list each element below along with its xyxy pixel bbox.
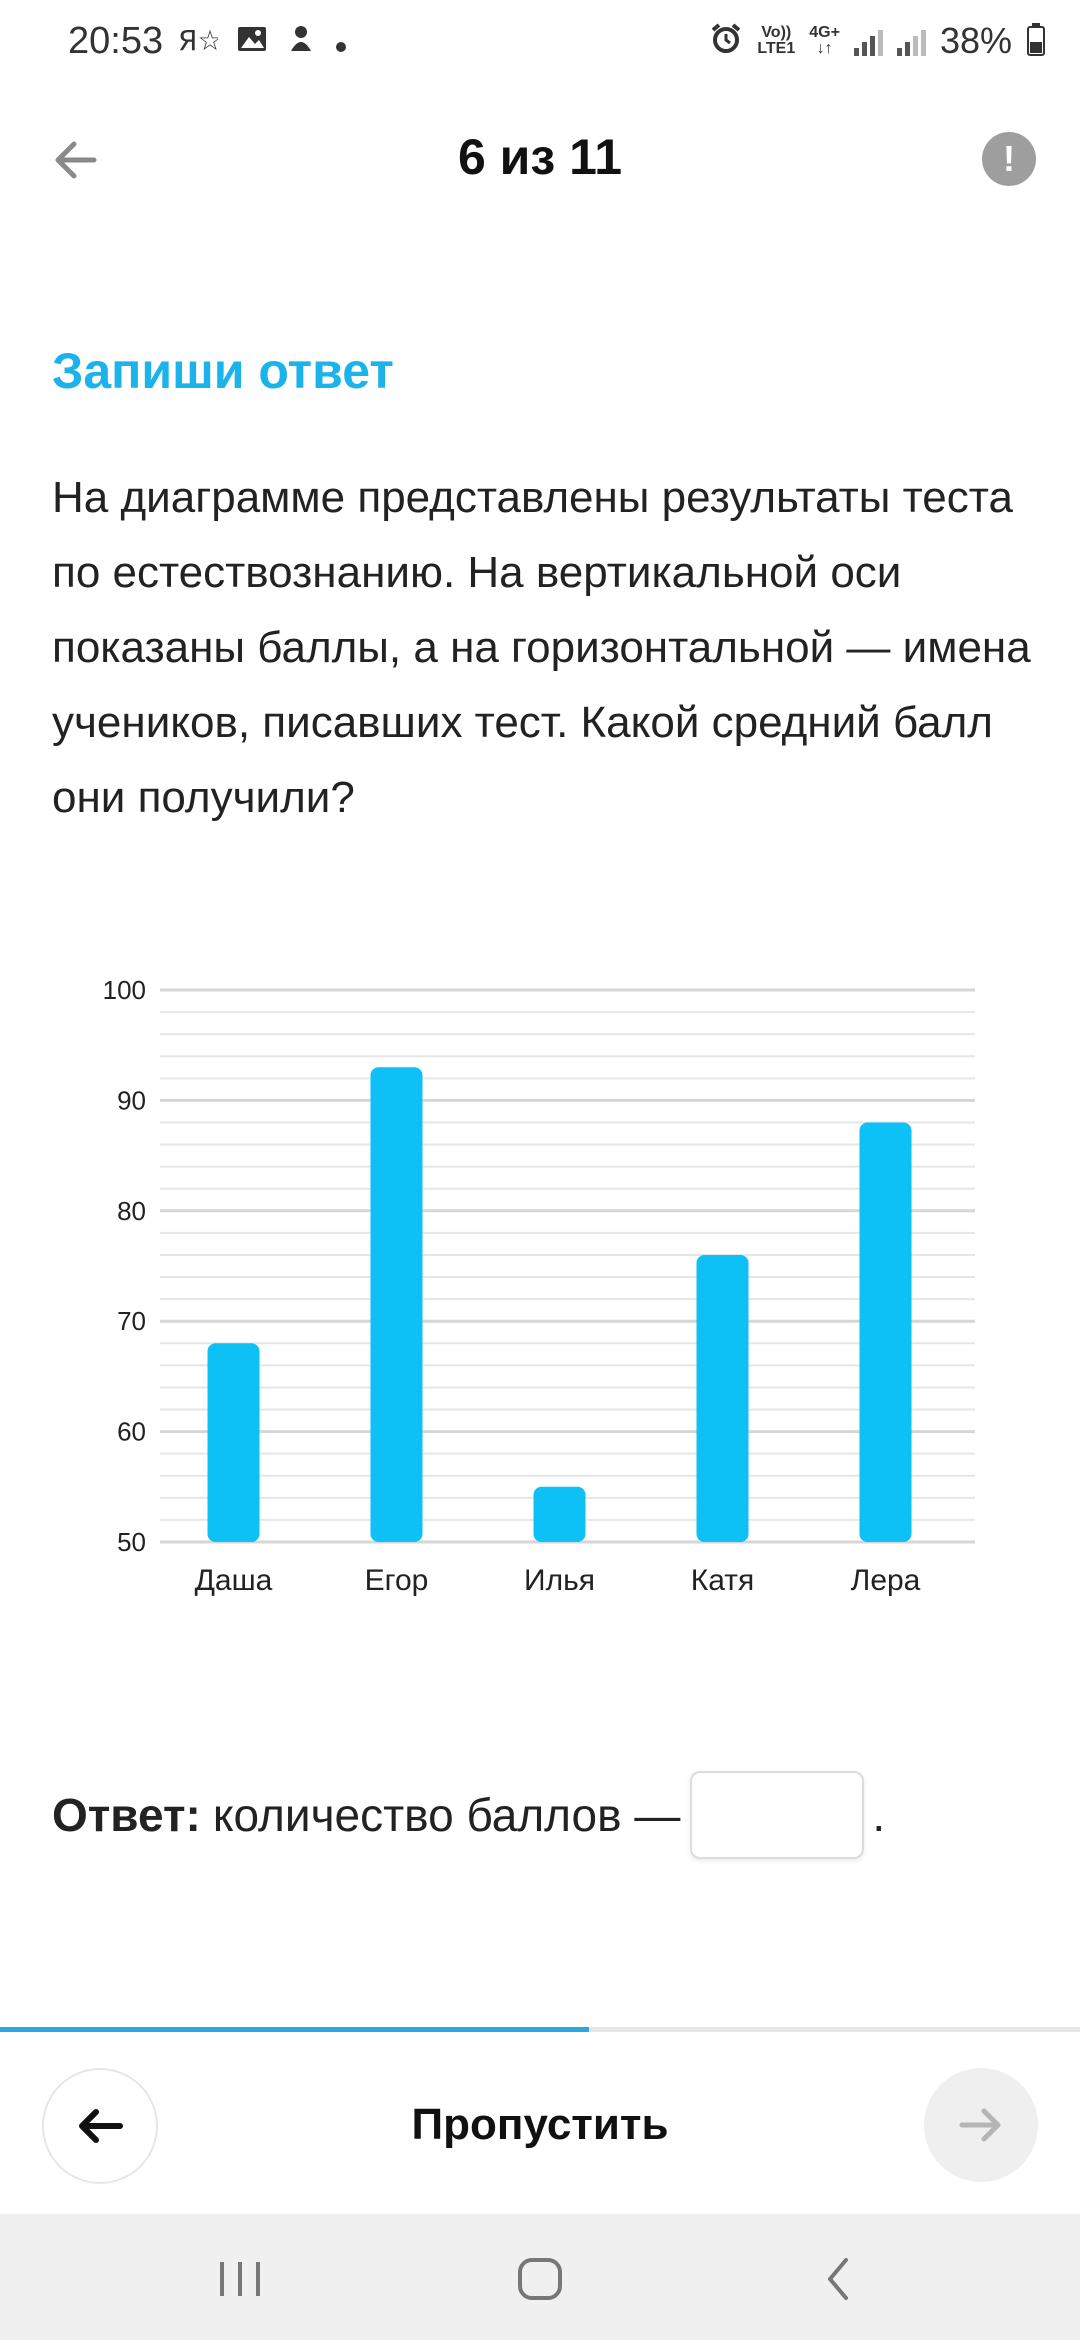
answer-label: Ответ:	[52, 1789, 201, 1841]
network-type: 4G+	[809, 24, 840, 41]
status-bar: 20:53 Я☆ Vo)) LTE1 4G+ ↓↑ 38%	[0, 0, 1080, 86]
notification-icons: Я☆	[178, 22, 348, 67]
bar-chart: 50 60 70 80 90 100 Даша Егор Илья Катя Лера	[80, 960, 1000, 1610]
x-tick-label: Даша	[195, 1564, 273, 1597]
x-tick-label: Катя	[691, 1564, 755, 1597]
alien-icon	[286, 23, 316, 66]
bar-3	[533, 1486, 586, 1542]
progress-track	[0, 2027, 1080, 2032]
y-tick-label: 90	[117, 1085, 146, 1115]
image-icon	[236, 24, 268, 65]
network-label: 4G+ ↓↑	[809, 24, 840, 57]
bar-4	[696, 1254, 749, 1542]
bottom-bar: Пропустить	[0, 2032, 1080, 2212]
bar-chart-svg: 50 60 70 80 90 100 Даша Егор Илья Катя Лера	[103, 975, 975, 1597]
arrow-right-icon	[959, 2108, 1001, 2142]
question-counter: 6 из 11	[457, 129, 623, 185]
prev-button[interactable]	[42, 2068, 158, 2184]
battery-percent: 38%	[939, 20, 1012, 61]
next-button[interactable]	[924, 2068, 1038, 2182]
x-tick-label: Лера	[851, 1564, 921, 1597]
status-right: Vo)) LTE1 4G+ ↓↑ 38%	[709, 20, 1046, 62]
signal-1-icon	[853, 26, 883, 56]
yandex-icon: Я☆	[178, 22, 223, 67]
answer-input[interactable]	[690, 1771, 865, 1859]
battery-icon	[1026, 22, 1046, 61]
y-tick-label: 60	[117, 1417, 146, 1447]
answer-row: Ответ: количество баллов — .	[52, 1770, 885, 1860]
svg-text:Я☆: Я☆	[178, 24, 218, 56]
y-tick-label: 70	[117, 1306, 146, 1336]
signal-2-icon	[896, 26, 926, 56]
x-tick-label: Илья	[524, 1564, 595, 1597]
y-tick-label: 100	[103, 975, 146, 1005]
progress-fill	[0, 2027, 589, 2032]
arrow-left-icon	[79, 2109, 123, 2143]
y-tick-label: 50	[117, 1527, 146, 1557]
status-time: 20:53	[68, 20, 164, 62]
dot-icon	[334, 25, 348, 65]
task-title: Запиши ответ	[52, 343, 394, 399]
answer-suffix: .	[872, 1789, 886, 1841]
recent-apps-icon[interactable]	[210, 2254, 270, 2304]
back-nav-icon[interactable]	[810, 2254, 870, 2304]
home-icon[interactable]	[510, 2254, 570, 2304]
answer-text: количество баллов —	[212, 1789, 681, 1841]
skip-button[interactable]: Пропустить	[411, 2100, 669, 2149]
top-bar: 6 из 11 !	[0, 110, 1080, 210]
y-tick-label: 80	[117, 1196, 146, 1226]
bar-2	[370, 1067, 423, 1542]
volte-label: Vo)) LTE1	[757, 24, 796, 57]
report-icon[interactable]: !	[982, 132, 1036, 186]
bar-1	[207, 1343, 260, 1542]
x-tick-label: Егор	[365, 1564, 429, 1597]
system-nav-bar	[0, 2214, 1080, 2340]
alarm-icon	[709, 22, 743, 61]
back-arrow-icon[interactable]	[48, 132, 104, 188]
question-text: На диаграмме представлены результаты тес…	[52, 473, 1031, 822]
bar-5	[859, 1122, 912, 1542]
